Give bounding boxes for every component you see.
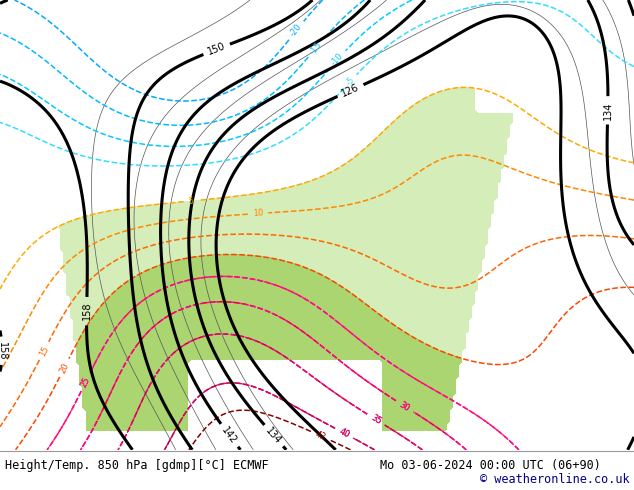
Text: © weatheronline.co.uk: © weatheronline.co.uk bbox=[480, 473, 630, 486]
Text: 5: 5 bbox=[188, 196, 194, 206]
Text: 35: 35 bbox=[369, 413, 383, 426]
Text: -15: -15 bbox=[308, 40, 323, 56]
Text: 30: 30 bbox=[398, 400, 411, 413]
Text: -20: -20 bbox=[288, 23, 304, 39]
Text: 158: 158 bbox=[0, 342, 8, 360]
Text: 142: 142 bbox=[220, 425, 239, 446]
Text: 150: 150 bbox=[206, 41, 227, 57]
Text: Mo 03-06-2024 00:00 UTC (06+90): Mo 03-06-2024 00:00 UTC (06+90) bbox=[380, 460, 601, 472]
Text: 158: 158 bbox=[82, 302, 92, 320]
Text: 10: 10 bbox=[252, 209, 264, 219]
Text: -5: -5 bbox=[344, 75, 356, 87]
Text: -10: -10 bbox=[330, 51, 346, 68]
Text: 42: 42 bbox=[314, 429, 327, 442]
Text: 40: 40 bbox=[337, 427, 351, 440]
Text: Height/Temp. 850 hPa [gdmp][°C] ECMWF: Height/Temp. 850 hPa [gdmp][°C] ECMWF bbox=[5, 460, 269, 472]
Text: 20: 20 bbox=[58, 361, 71, 374]
Text: 134: 134 bbox=[602, 101, 613, 120]
Text: 35: 35 bbox=[369, 413, 383, 426]
Text: 30: 30 bbox=[398, 400, 411, 413]
Text: 25: 25 bbox=[79, 375, 92, 389]
Text: 134: 134 bbox=[264, 425, 283, 446]
Text: 126: 126 bbox=[340, 82, 361, 99]
Text: 15: 15 bbox=[37, 344, 51, 358]
Text: 40: 40 bbox=[337, 427, 351, 440]
Text: 25: 25 bbox=[79, 375, 92, 389]
